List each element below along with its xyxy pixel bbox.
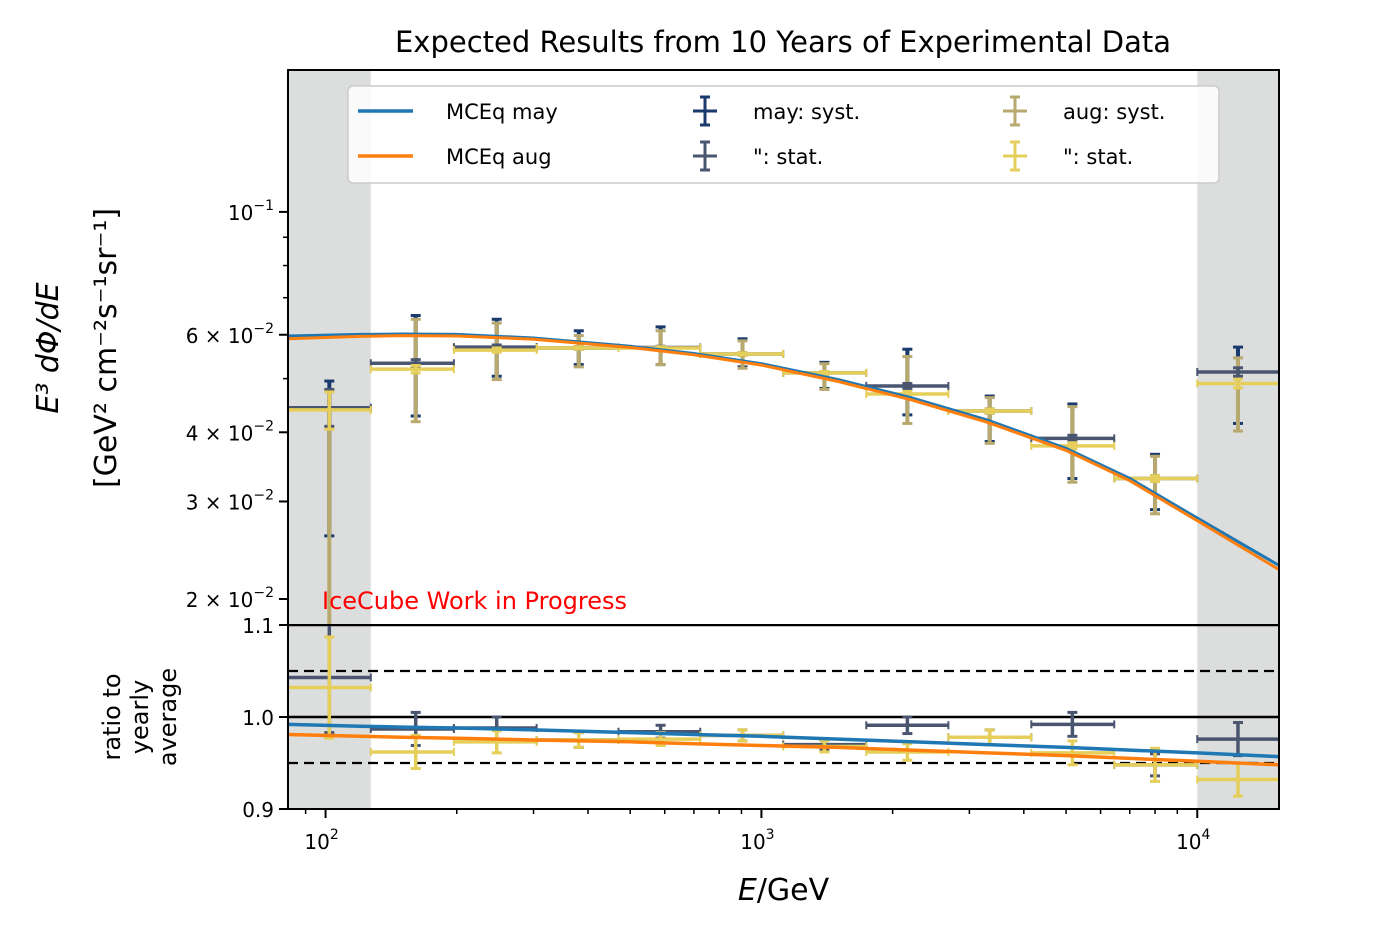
legend-entry: MCEq aug (358, 145, 552, 169)
y-axis-label: E³ dΦ/dE [GeV² cm⁻²s⁻¹sr⁻¹] (31, 208, 124, 488)
ratio-point-5-2 (452, 729, 538, 755)
legend-label: may: syst. (753, 100, 860, 124)
legend-entry: MCEq may (358, 100, 558, 124)
ratio-bar (1113, 746, 1199, 783)
stat-bar (369, 364, 455, 375)
ratio-axis-label-line: ratio to (98, 673, 126, 760)
main-panel (288, 314, 1279, 625)
stat-point-5-8 (947, 407, 1033, 416)
ratio-bar (288, 635, 372, 740)
ratio-bar (452, 729, 538, 755)
legend-label: ": stat. (1063, 145, 1133, 169)
stat-point-5-1 (369, 364, 455, 375)
legend-entry: aug: syst. (1003, 95, 1165, 127)
y-axis-label-line2: [GeV² cm⁻²s⁻¹sr⁻¹] (89, 208, 124, 488)
ratio-bar (865, 715, 950, 736)
y-tick-label: 4 × 10−2 (186, 418, 274, 445)
x-tick-label: 103 (740, 827, 774, 854)
legend-box (347, 85, 1220, 184)
stat-bar (288, 390, 372, 431)
ratio-y-tick-label: 0.9 (242, 798, 274, 822)
y-tick-label: 6 × 10−2 (186, 321, 274, 348)
x-tick-label: 104 (1176, 827, 1210, 854)
y-tick-label: 10−1 (228, 198, 274, 225)
ratio-curve-aug (288, 732, 1279, 767)
ratio-curve-may (288, 722, 1279, 759)
stat-point-5-11 (1196, 377, 1279, 390)
legend-label: MCEq may (446, 100, 558, 124)
legend: MCEq may MCEq aug may: syst. ": stat. aug: s… (347, 85, 1220, 184)
x-axis-label: E/GeV (738, 873, 830, 908)
ratio-point-3-9 (1030, 710, 1116, 738)
ratio-bar (369, 733, 455, 771)
ratio-point-5-10 (1113, 746, 1199, 783)
ratio-axis-label-line: average (154, 668, 182, 766)
legend-entry: ": stat. (1003, 140, 1133, 172)
y-axis-label-line1: E³ dΦ/dE (31, 282, 66, 413)
y-tick-label: 3 × 10−2 (186, 487, 274, 514)
ratio-y-tick-label: 1.1 (242, 614, 274, 638)
stat-bar (947, 407, 1033, 416)
legend-entry: may: syst. (693, 95, 860, 127)
ratio-panel (288, 625, 1279, 798)
legend-label: aug: syst. (1063, 100, 1165, 124)
ratio-axis-label: ratio to yearly average (98, 668, 182, 766)
shaded-region-1 (1197, 70, 1279, 809)
annotation-text: IceCube Work in Progress (322, 587, 627, 615)
ratio-point-5-1 (369, 733, 455, 771)
axes: 102 103 104 10−1 6 × 10−2 4 × 10−2 3 × 10−2 2 ×… (31, 69, 1280, 908)
ratio-y-tick-label: 1.0 (242, 706, 274, 730)
ratio-bar (1030, 710, 1116, 738)
legend-entry: ": stat. (693, 140, 823, 172)
ratio-point-5-9 (1030, 739, 1116, 767)
model-curve-aug (288, 334, 1279, 571)
legend-label: MCEq aug (446, 145, 552, 169)
stat-bar (699, 349, 785, 358)
ratio-point-3-7 (865, 715, 950, 736)
stat-point-5-0 (288, 390, 372, 431)
ratio-bar (1030, 739, 1116, 767)
ratio-axis-label-line: yearly (126, 680, 154, 754)
syst-point-4-10 (1150, 454, 1161, 516)
chart-title: Expected Results from 10 Years of Experi… (395, 25, 1171, 59)
ratio-point-5-0 (288, 635, 372, 740)
x-tick-label: 102 (304, 827, 338, 854)
legend-label: ": stat. (753, 145, 823, 169)
stat-bar (1196, 366, 1279, 378)
stat-point-3-11 (1196, 366, 1279, 378)
stat-bar (1196, 377, 1279, 390)
y-tick-label: 2 × 10−2 (186, 585, 274, 612)
stat-point-5-5 (699, 349, 785, 358)
